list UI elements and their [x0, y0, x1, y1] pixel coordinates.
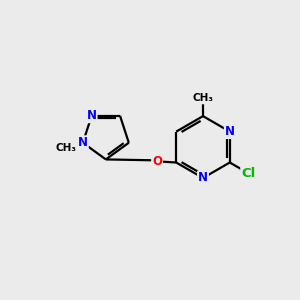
Text: O: O [152, 154, 162, 167]
Text: N: N [78, 136, 88, 149]
Text: N: N [225, 125, 235, 138]
Text: Cl: Cl [241, 167, 256, 180]
Text: N: N [198, 172, 208, 184]
Text: N: N [87, 109, 97, 122]
Text: CH₃: CH₃ [56, 143, 76, 153]
Text: CH₃: CH₃ [193, 94, 214, 103]
